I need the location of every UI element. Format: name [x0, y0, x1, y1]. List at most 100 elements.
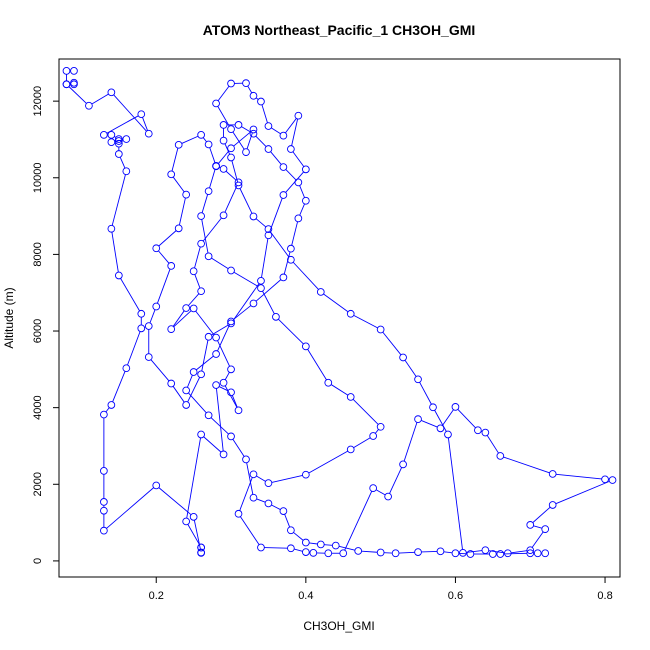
- data-point: [174, 140, 183, 149]
- data-point: [548, 501, 557, 509]
- data-point: [212, 162, 220, 170]
- series-segment: [172, 386, 185, 403]
- data-point: [107, 401, 116, 409]
- series-segment: [294, 548, 303, 552]
- data-point: [167, 325, 176, 333]
- series-segment: [188, 293, 200, 306]
- data-point: [301, 470, 310, 479]
- data-point: [451, 549, 460, 558]
- x-tick-label: 0.4: [298, 590, 313, 602]
- series-segment: [246, 132, 253, 150]
- data-point: [414, 548, 422, 556]
- data-point: [414, 415, 422, 423]
- series-segment: [202, 137, 207, 143]
- data-point: [197, 543, 205, 552]
- data-point: [474, 426, 482, 435]
- data-point: [481, 546, 490, 555]
- series-segment: [217, 150, 230, 164]
- series-segment: [256, 498, 266, 503]
- series-segment: [239, 188, 253, 214]
- series-segment: [210, 417, 229, 435]
- data-point: [287, 544, 295, 553]
- data-point: [122, 364, 131, 373]
- series-segment: [271, 475, 303, 483]
- series-segment: [532, 506, 551, 523]
- data-point: [234, 509, 243, 518]
- series-segment: [105, 407, 110, 413]
- series-segment: [224, 372, 230, 380]
- series-segment: [556, 473, 602, 480]
- data-point: [219, 136, 228, 145]
- series-segment: [211, 324, 229, 336]
- series-segment: [156, 268, 171, 304]
- series-segment: [150, 359, 170, 382]
- series-segment: [187, 377, 201, 403]
- data-point: [541, 525, 550, 533]
- series-segment: [158, 230, 177, 247]
- series-segment: [195, 310, 215, 336]
- series-segment: [255, 218, 267, 228]
- data-point: [287, 145, 295, 153]
- series-segment: [246, 462, 254, 495]
- x-tick-label: 0.8: [597, 590, 612, 602]
- series-segment: [270, 231, 290, 258]
- data-point: [503, 549, 512, 558]
- data-point: [85, 101, 93, 110]
- data-point: [137, 309, 146, 318]
- series-segment: [112, 371, 126, 402]
- series-segment: [201, 219, 209, 254]
- chart-title: ATOM3 Northeast_Pacific_1 CH3OH_GMI: [203, 22, 476, 38]
- series-segment: [224, 385, 238, 408]
- series-segment: [353, 314, 378, 329]
- series-segment: [261, 238, 269, 278]
- series-segment: [217, 324, 231, 352]
- series-segment: [352, 399, 379, 425]
- series-segment: [187, 375, 193, 388]
- data-point: [144, 353, 153, 361]
- data-point: [249, 493, 258, 502]
- data-point: [301, 196, 310, 205]
- data-point: [279, 131, 288, 140]
- series-segment: [255, 279, 282, 302]
- y-axis-label: Altitude (m): [2, 287, 16, 348]
- data-point: [182, 386, 191, 395]
- series-segment: [171, 148, 179, 172]
- data-point: [227, 432, 235, 441]
- data-point: [264, 122, 273, 130]
- series-segment: [68, 86, 87, 104]
- series-segment: [188, 392, 207, 414]
- data-point: [496, 550, 505, 558]
- data-point: [249, 91, 258, 100]
- data-point: [114, 137, 123, 145]
- data-point: [100, 506, 108, 515]
- data-point: [234, 178, 243, 187]
- series-segment: [203, 436, 222, 453]
- data-point: [249, 299, 258, 308]
- series-segment: [225, 170, 237, 181]
- data-point: [376, 548, 385, 557]
- data-point: [541, 549, 550, 558]
- data-point: [234, 121, 243, 129]
- series-segment: [555, 480, 610, 505]
- data-point: [279, 273, 288, 282]
- data-point: [167, 379, 176, 388]
- data-point: [309, 549, 318, 557]
- data-point: [204, 411, 213, 420]
- series-segment: [209, 147, 216, 163]
- series-segment: [158, 487, 192, 516]
- data-point: [212, 333, 220, 342]
- data-point: [100, 526, 108, 535]
- data-point: [496, 452, 505, 460]
- data-point: [204, 332, 213, 341]
- data-point: [429, 403, 437, 412]
- data-point: [242, 455, 250, 464]
- series-segment: [404, 360, 417, 377]
- series-segment: [292, 151, 305, 167]
- data-point: [526, 521, 535, 529]
- data-point: [316, 288, 325, 296]
- series-segment: [127, 331, 141, 366]
- data-point: [122, 135, 131, 143]
- data-point: [249, 125, 258, 134]
- data-point: [219, 378, 228, 387]
- series-segment: [181, 135, 199, 144]
